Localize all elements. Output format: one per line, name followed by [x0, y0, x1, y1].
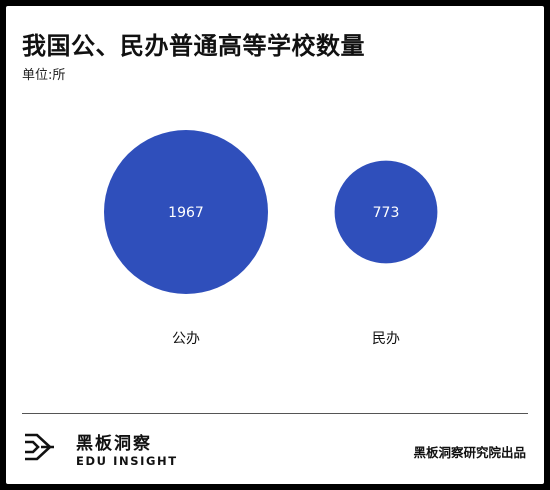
brand-name-en: EDU INSIGHT: [76, 454, 178, 468]
bubble-value-label: 773: [373, 205, 400, 221]
credit-text: 黑板洞察研究院出品: [413, 445, 526, 460]
bubble-chart: 1967 公办 773 民办: [104, 130, 438, 347]
category-label: 公办: [172, 331, 200, 347]
unit-label: 单位:所: [22, 68, 66, 83]
category-label: 民办: [372, 331, 400, 347]
bubble-1: [334, 160, 438, 264]
brand-logo-icon: [25, 433, 54, 461]
chart-title: 我国公、民办普通高等学校数量: [22, 32, 365, 60]
brand-name-cn: 黑板洞察: [76, 434, 152, 454]
bubble-value-label: 1967: [168, 205, 204, 221]
bubble-0: [104, 130, 268, 294]
footer-divider: [22, 413, 528, 414]
chart-card: 我国公、民办普通高等学校数量 单位:所 1967 公办 773 民办 黑板洞察 EDU…: [6, 6, 544, 484]
